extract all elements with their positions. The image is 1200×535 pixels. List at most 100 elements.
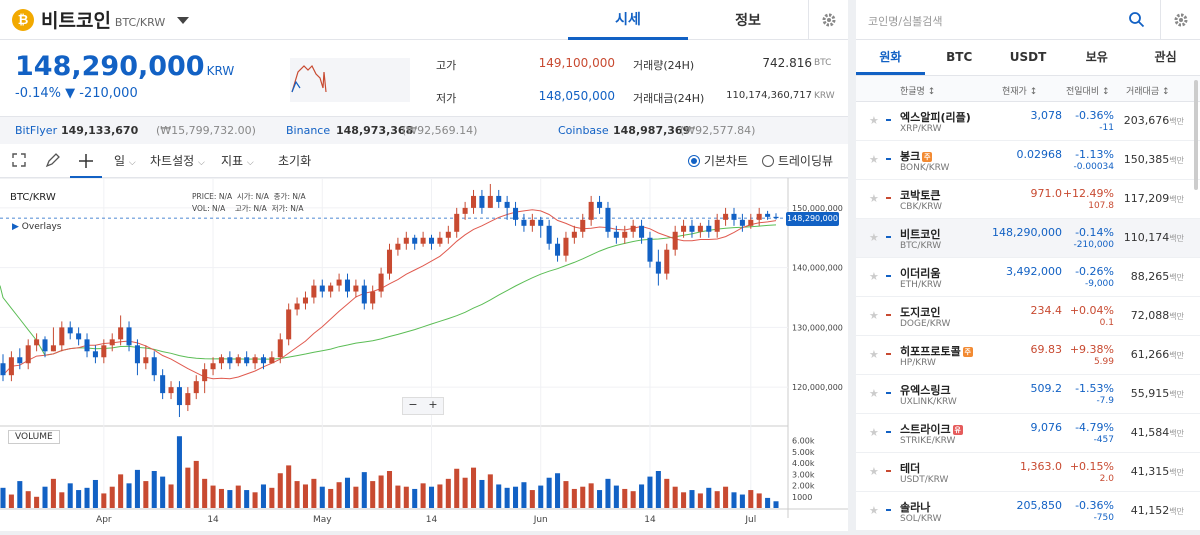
star-icon[interactable]: ★ bbox=[869, 426, 879, 439]
amount-24h-label: 거래대금(24H) bbox=[633, 92, 705, 105]
candle-body bbox=[319, 285, 325, 292]
market-row[interactable]: ★ 테더 USDT/KRW 1,363.0 +0.15% 2.0 41,315백… bbox=[856, 453, 1200, 492]
crosshair-tool[interactable] bbox=[70, 144, 102, 178]
col-price[interactable]: 현재가 ↕ bbox=[1002, 87, 1038, 97]
star-icon[interactable]: ★ bbox=[869, 231, 879, 244]
market-row[interactable]: ★ 봉크 주 BONK/KRW 0.02968 -1.13% -0.00034 1… bbox=[856, 141, 1200, 180]
ohlc-open: 시가: N/A bbox=[236, 192, 269, 201]
tab-holdings[interactable]: 보유 bbox=[1085, 50, 1108, 64]
ohlc-close: 종가: N/A bbox=[273, 192, 306, 201]
tab-quote[interactable]: 시세 bbox=[568, 0, 688, 40]
star-icon[interactable]: ★ bbox=[869, 153, 879, 166]
scrollbar[interactable] bbox=[1194, 80, 1198, 190]
chevron-down-icon[interactable] bbox=[177, 17, 190, 24]
volume-bar bbox=[260, 484, 266, 508]
candle-body bbox=[76, 333, 82, 340]
candle-body bbox=[218, 357, 224, 364]
volume-bar bbox=[101, 493, 107, 508]
coin-name[interactable]: 비트코인 bbox=[41, 10, 111, 32]
tab-usdt[interactable]: USDT bbox=[1009, 50, 1047, 64]
interval-select[interactable]: 일 ⌵ bbox=[114, 154, 136, 168]
candle-body bbox=[655, 261, 661, 274]
candle-body bbox=[370, 291, 376, 304]
chart-toolbar: 일 ⌵ 차트설정 ⌵ 지표 ⌵ 초기화 기본차트 트레이딩뷰 bbox=[0, 144, 848, 178]
reset-button[interactable]: 초기화 bbox=[278, 154, 312, 168]
candle-body bbox=[597, 201, 603, 208]
coin-change-amount: -9,000 bbox=[1084, 279, 1114, 289]
volume-bar bbox=[42, 486, 48, 508]
candle-body bbox=[168, 387, 174, 394]
moving-average-long bbox=[0, 224, 777, 360]
price-chart[interactable]: Apr 14 May 14 Jun 14 Jul 150,000,000 140,000,000… bbox=[0, 177, 848, 531]
star-icon[interactable]: ★ bbox=[869, 504, 879, 517]
candle-body bbox=[244, 357, 250, 364]
coin-name: 솔라나 bbox=[900, 501, 931, 514]
candle-body bbox=[260, 357, 266, 364]
star-icon[interactable]: ★ bbox=[869, 348, 879, 361]
candle-body bbox=[496, 195, 502, 202]
search-input[interactable]: 코인명/심볼검색 bbox=[868, 15, 943, 28]
basic-chart-radio[interactable]: 기본차트 bbox=[688, 152, 748, 169]
chart-settings-select[interactable]: 차트설정 ⌵ bbox=[150, 154, 205, 168]
star-icon[interactable]: ★ bbox=[869, 270, 879, 283]
coin-change-amount: 107.8 bbox=[1088, 201, 1114, 211]
volume-bar bbox=[118, 474, 124, 508]
star-icon[interactable]: ★ bbox=[869, 192, 879, 205]
candle-body bbox=[118, 327, 124, 340]
candle-body bbox=[25, 345, 31, 364]
exchange-sub: (₩92,569.14) bbox=[402, 124, 478, 137]
market-row[interactable]: ★ 솔라나 SOL/KRW 205,850 -0.36% -750 41,152… bbox=[856, 492, 1200, 531]
tab-favorites[interactable]: 관심 bbox=[1154, 50, 1177, 64]
tab-info[interactable]: 정보 bbox=[735, 13, 761, 29]
indicator-select[interactable]: 지표 ⌵ bbox=[221, 154, 254, 168]
candle-body bbox=[748, 219, 754, 226]
gear-icon[interactable] bbox=[1160, 0, 1200, 40]
pencil-icon[interactable] bbox=[45, 152, 61, 168]
volume-bar bbox=[59, 492, 65, 508]
market-row[interactable]: ★ 유엑스링크 UXLINK/KRW 509.2 -1.53% -7.9 55,… bbox=[856, 375, 1200, 414]
search-icon[interactable] bbox=[1128, 11, 1145, 28]
candle-body bbox=[479, 195, 485, 208]
overlays-toggle[interactable]: ▶ Overlays bbox=[12, 222, 62, 232]
coin-price: 3,492,000 bbox=[1006, 265, 1062, 278]
col-change[interactable]: 전일대비 ↕ bbox=[1066, 87, 1110, 97]
star-icon[interactable]: ★ bbox=[869, 465, 879, 478]
volume-bar bbox=[302, 484, 308, 508]
candle-body bbox=[344, 279, 351, 292]
gear-icon[interactable] bbox=[808, 0, 848, 40]
candle-body bbox=[109, 339, 115, 346]
star-icon[interactable]: ★ bbox=[869, 309, 879, 322]
star-icon[interactable]: ★ bbox=[869, 114, 879, 127]
market-columns: 한글명 ↕ 현재가 ↕ 전일대비 ↕ 거래대금 ↕ bbox=[856, 76, 1200, 102]
market-row[interactable]: ★ 엑스알피(리플) XRP/KRW 3,078 -0.36% -11 203,… bbox=[856, 102, 1200, 141]
star-icon[interactable]: ★ bbox=[869, 387, 879, 400]
trend-marker bbox=[886, 509, 891, 511]
candle-body bbox=[445, 231, 451, 238]
candle-body bbox=[311, 285, 317, 298]
market-row[interactable]: ★ 히포프로토콜 주 HP/KRW 69.83 +9.38% 5.99 61,26… bbox=[856, 336, 1200, 375]
fullscreen-icon[interactable] bbox=[12, 153, 26, 167]
market-panel: 코인명/심볼검색 원화 BTC USDT 보유 관심 한글명 ↕ 현재가 ↕ 전… bbox=[856, 0, 1200, 531]
volume-bar bbox=[8, 494, 14, 508]
tradingview-radio[interactable]: 트레이딩뷰 bbox=[762, 152, 833, 169]
col-name[interactable]: 한글명 ↕ bbox=[900, 87, 936, 97]
candle-body bbox=[555, 243, 561, 256]
volume-bar bbox=[622, 488, 628, 508]
moving-average-short bbox=[2, 209, 777, 380]
market-row[interactable]: ★ 도지코인 DOGE/KRW 234.4 +0.04% 0.1 72,088백… bbox=[856, 297, 1200, 336]
zoom-in-button[interactable]: + bbox=[428, 398, 438, 411]
candle-body bbox=[412, 237, 418, 244]
volume-bar bbox=[471, 467, 477, 508]
candle-body bbox=[647, 237, 653, 262]
market-row[interactable]: ★ 비트코인 BTC/KRW 148,290,000 -0.14% -210,0… bbox=[856, 219, 1200, 258]
volume-bar bbox=[487, 474, 493, 508]
market-row[interactable]: ★ 스트라이크 유 STRIKE/KRW 9,076 -4.79% -457 41… bbox=[856, 414, 1200, 453]
market-row[interactable]: ★ 코박토큰 CBK/KRW 971.0 +12.49% 107.8 117,2… bbox=[856, 180, 1200, 219]
col-volume[interactable]: 거래대금 ↕ bbox=[1126, 87, 1170, 97]
zoom-out-button[interactable]: − bbox=[408, 398, 418, 411]
market-row[interactable]: ★ 이더리움 ETH/KRW 3,492,000 -0.26% -9,000 8… bbox=[856, 258, 1200, 297]
coin-change-rate: -0.36% bbox=[1075, 109, 1114, 122]
tab-krw[interactable]: 원화 bbox=[856, 40, 925, 75]
candle-body bbox=[513, 207, 519, 220]
tab-btc[interactable]: BTC bbox=[946, 50, 973, 64]
